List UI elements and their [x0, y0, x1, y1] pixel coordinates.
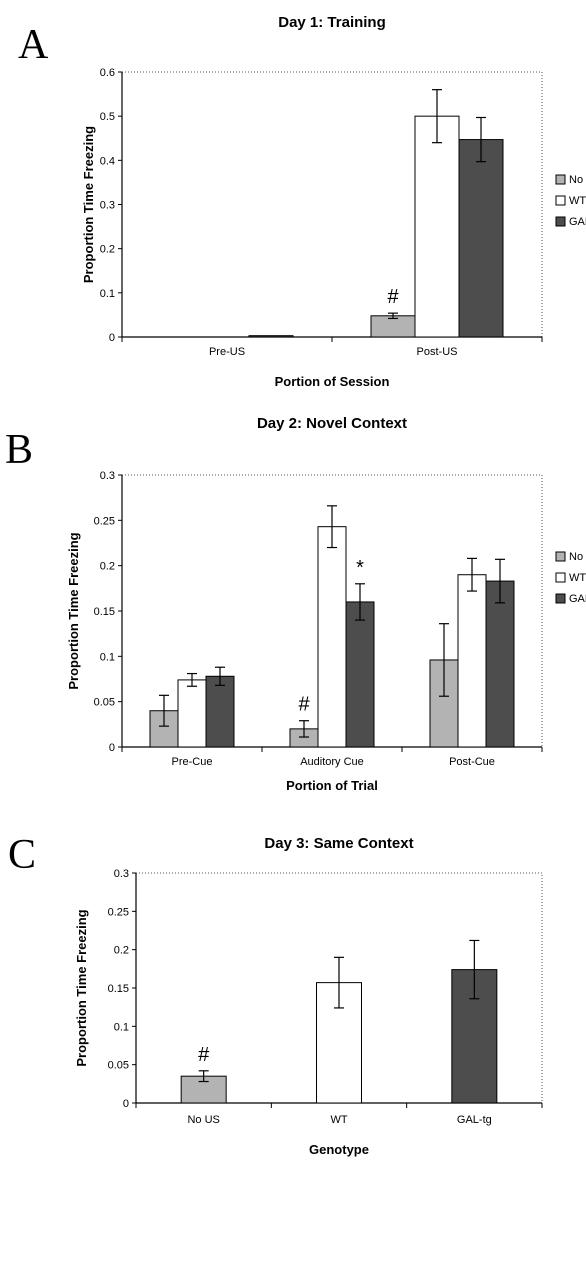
x-tick-label: Post-US	[417, 346, 458, 358]
bar	[177, 679, 207, 748]
y-tick-label: 0.3	[100, 200, 115, 212]
legend-swatch	[555, 216, 566, 227]
bar	[317, 526, 347, 748]
bar	[414, 115, 460, 338]
panel-letter: A	[18, 22, 49, 68]
legend-swatch	[555, 551, 566, 562]
x-tick-label: Post-Cue	[449, 756, 495, 768]
chart-title: Day 1: Training	[278, 14, 386, 31]
panel-letter: C	[8, 832, 36, 878]
y-tick-label: 0	[123, 1098, 129, 1110]
significance-marker: #	[198, 1044, 210, 1066]
legend-swatch	[555, 195, 566, 206]
bar	[485, 580, 515, 748]
bar	[205, 675, 235, 748]
legend-label: No US	[569, 551, 586, 563]
legend-swatch	[555, 572, 566, 583]
y-tick-label: 0.3	[114, 868, 129, 880]
legend-label: WT	[569, 195, 586, 207]
y-tick-label: 0.15	[94, 606, 115, 618]
y-tick-label: 0.5	[100, 111, 115, 123]
y-tick-label: 0.25	[94, 515, 115, 527]
legend-swatch	[555, 593, 566, 604]
x-tick-label: WT	[330, 1114, 347, 1126]
x-tick-label: No US	[187, 1114, 219, 1126]
y-tick-label: 0.1	[114, 1021, 129, 1033]
legend-swatch	[555, 174, 566, 185]
y-tick-label: 0.4	[100, 155, 115, 167]
y-tick-label: 0.2	[100, 561, 115, 573]
x-axis-title: Portion of Session	[275, 374, 390, 389]
panel-letter: B	[5, 427, 33, 473]
x-axis-title: Genotype	[309, 1142, 369, 1157]
legend-label: GAL-tg	[569, 216, 586, 228]
y-tick-label: 0.15	[108, 983, 129, 995]
bar	[248, 335, 294, 338]
significance-marker: #	[298, 694, 310, 716]
legend-label: WT	[569, 572, 586, 584]
y-axis-title: Proportion Time Freezing	[81, 126, 96, 283]
x-tick-label: GAL-tg	[457, 1114, 492, 1126]
bar	[457, 574, 487, 748]
y-tick-label: 0	[109, 742, 115, 754]
y-tick-label: 0.05	[94, 697, 115, 709]
bar	[458, 139, 504, 338]
y-tick-label: 0.2	[114, 945, 129, 957]
significance-marker: *	[356, 557, 364, 579]
legend-label: GAL-tg	[569, 593, 586, 605]
y-tick-label: 0.1	[100, 288, 115, 300]
legend-label: No US	[569, 174, 586, 186]
x-tick-label: Auditory Cue	[300, 756, 364, 768]
x-tick-label: Pre-US	[209, 346, 245, 358]
bar	[345, 601, 375, 748]
y-tick-label: 0.6	[100, 67, 115, 79]
chart-title: Day 3: Same Context	[264, 835, 413, 852]
y-tick-label: 0.25	[108, 906, 129, 918]
significance-marker: #	[387, 286, 399, 308]
x-axis-title: Portion of Trial	[286, 778, 378, 793]
y-tick-label: 0.1	[100, 651, 115, 663]
y-tick-label: 0.05	[108, 1060, 129, 1072]
y-tick-label: 0.3	[100, 470, 115, 482]
y-axis-title: Proportion Time Freezing	[74, 909, 89, 1066]
y-axis-title: Proportion Time Freezing	[66, 532, 81, 689]
chart-title: Day 2: Novel Context	[257, 415, 407, 432]
y-tick-label: 0.2	[100, 244, 115, 256]
x-tick-label: Pre-Cue	[172, 756, 213, 768]
y-tick-label: 0	[109, 332, 115, 344]
